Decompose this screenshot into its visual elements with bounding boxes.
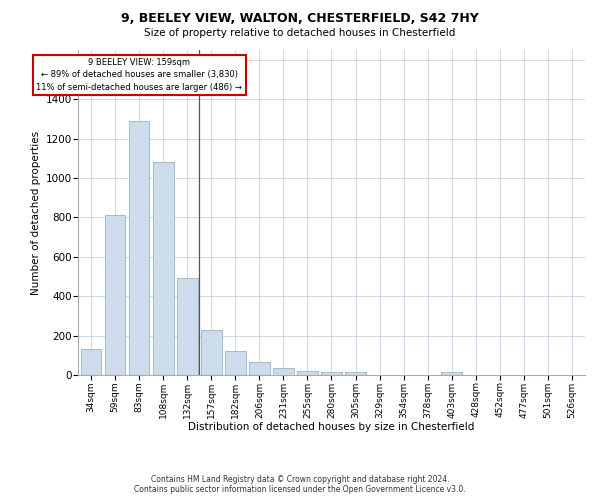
Bar bbox=[249, 362, 269, 375]
Bar bbox=[105, 216, 125, 375]
Y-axis label: Number of detached properties: Number of detached properties bbox=[31, 130, 41, 294]
Bar bbox=[177, 278, 197, 375]
Text: Size of property relative to detached houses in Chesterfield: Size of property relative to detached ho… bbox=[145, 28, 455, 38]
Bar bbox=[297, 370, 317, 375]
Bar bbox=[129, 121, 149, 375]
Bar bbox=[153, 162, 173, 375]
Bar bbox=[201, 330, 221, 375]
Text: 9 BEELEY VIEW: 159sqm
← 89% of detached houses are smaller (3,830)
11% of semi-d: 9 BEELEY VIEW: 159sqm ← 89% of detached … bbox=[37, 58, 242, 92]
Text: 9, BEELEY VIEW, WALTON, CHESTERFIELD, S42 7HY: 9, BEELEY VIEW, WALTON, CHESTERFIELD, S4… bbox=[121, 12, 479, 26]
Bar bbox=[442, 372, 462, 375]
Bar bbox=[273, 368, 293, 375]
Bar bbox=[225, 352, 245, 375]
Text: Contains HM Land Registry data © Crown copyright and database right 2024.
Contai: Contains HM Land Registry data © Crown c… bbox=[134, 474, 466, 494]
Bar bbox=[321, 372, 342, 375]
Bar bbox=[81, 350, 101, 375]
X-axis label: Distribution of detached houses by size in Chesterfield: Distribution of detached houses by size … bbox=[188, 422, 475, 432]
Bar bbox=[346, 372, 366, 375]
